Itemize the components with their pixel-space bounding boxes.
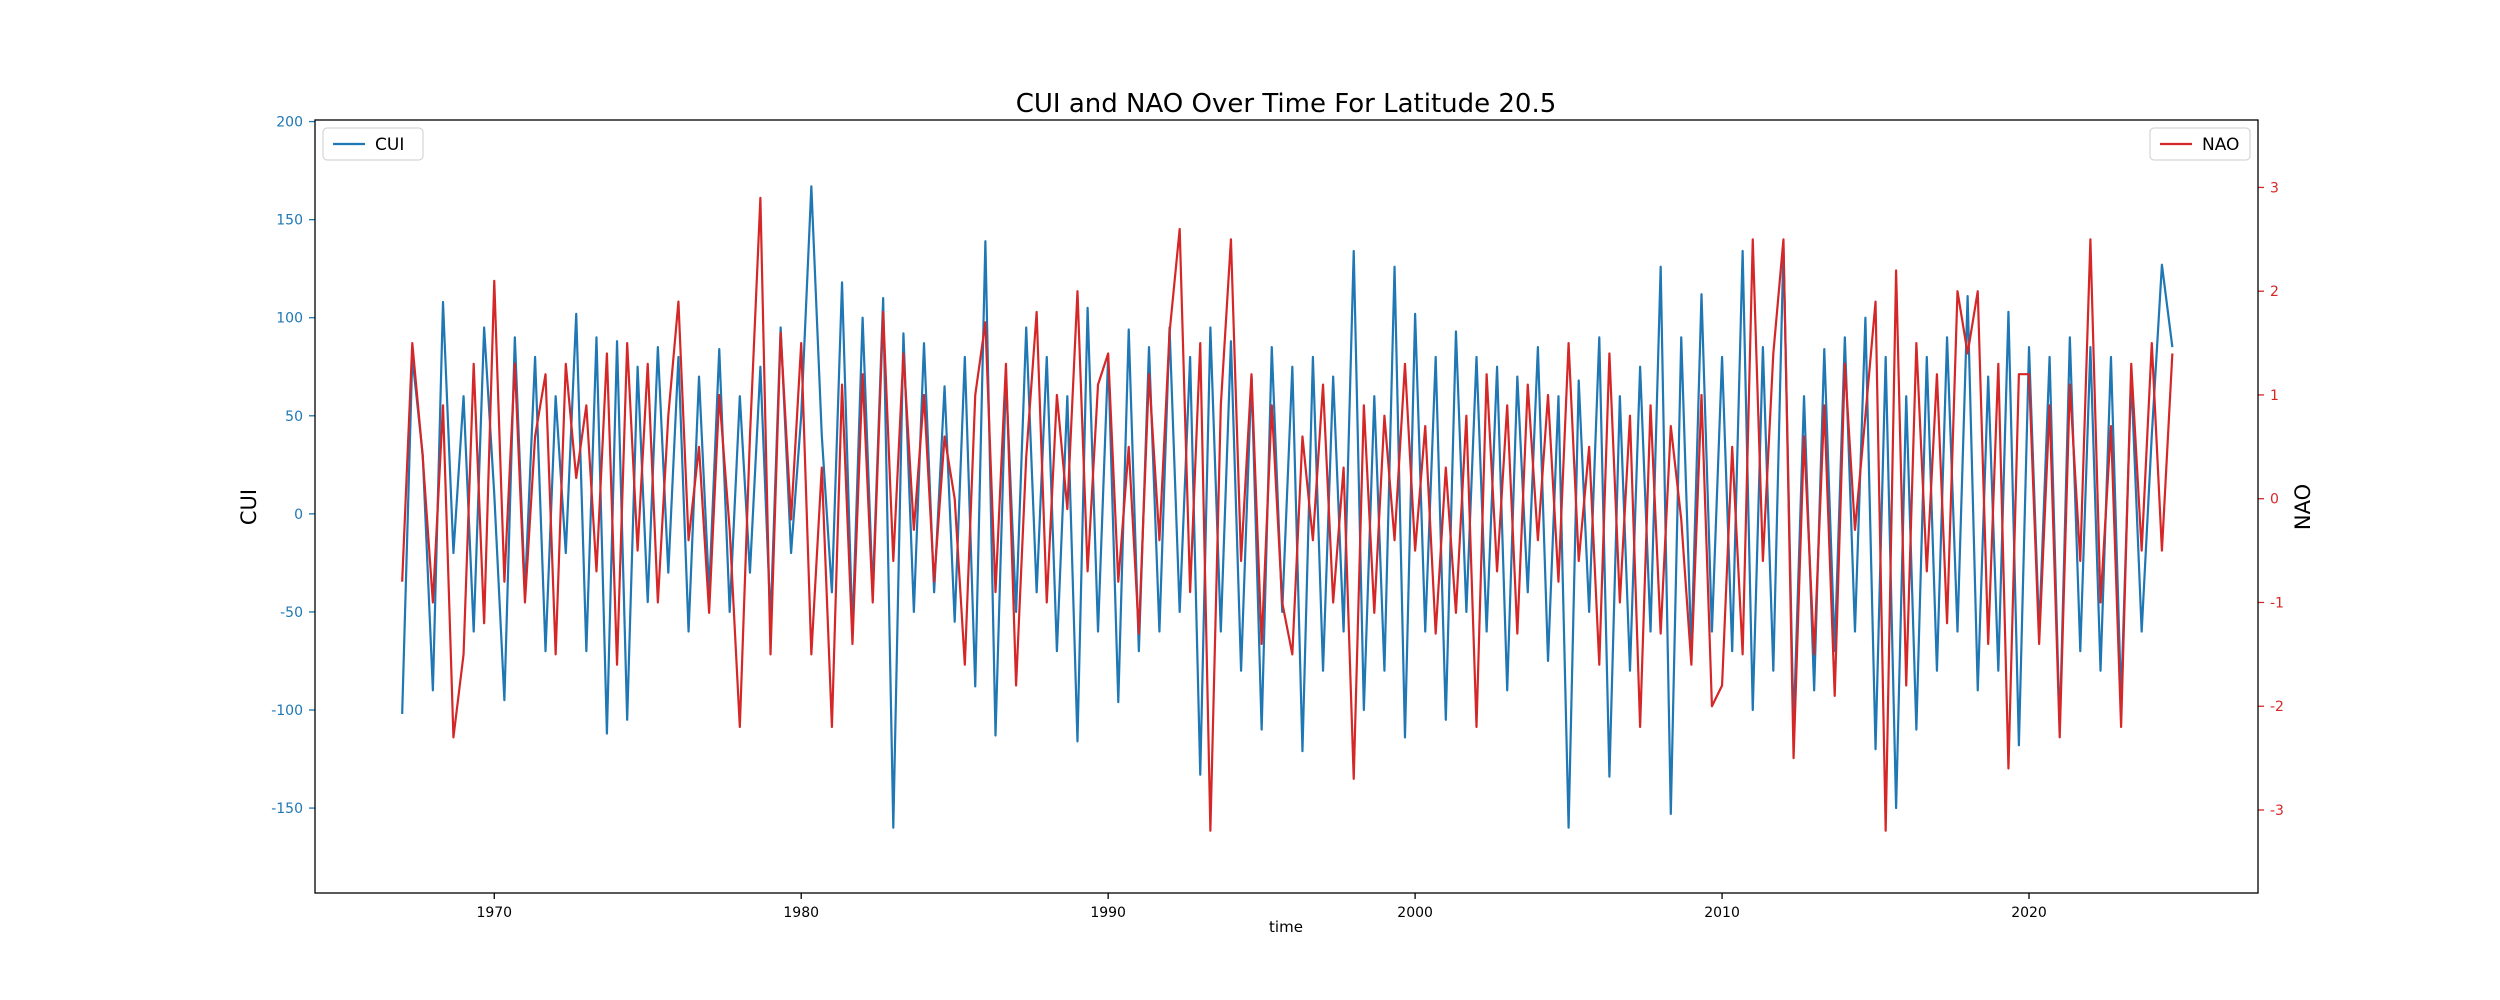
y2-tick-label: -2 — [2270, 699, 2284, 715]
data-line — [401, 185, 2174, 829]
y-tick-label: 150 — [276, 213, 303, 229]
x-tick-label: 1990 — [1090, 905, 1126, 921]
y-tick-label: -100 — [271, 703, 303, 719]
legend-box — [322, 127, 424, 161]
y-tick-label: 50 — [285, 409, 303, 425]
x-tick-label: 2010 — [1704, 905, 1740, 921]
y-tick-label: 100 — [276, 311, 303, 327]
y2-tick-label: 2 — [2270, 284, 2279, 300]
legend-label: CUI — [375, 135, 404, 155]
legend-label: NAO — [2202, 135, 2239, 155]
x-tick-label: 2020 — [2011, 905, 2047, 921]
y-tick-label: 200 — [276, 115, 303, 131]
x-tick-label: 1980 — [783, 905, 819, 921]
y-tick-label: 0 — [294, 507, 303, 523]
plot-frame — [314, 119, 2259, 894]
y2-tick-label: 1 — [2270, 388, 2279, 404]
y2-tick-label: -3 — [2270, 803, 2284, 819]
y2-tick-label: -1 — [2270, 595, 2284, 611]
legend: NAO — [2149, 127, 2251, 161]
x-axis-label: time — [1269, 918, 1303, 936]
y-tick-label: -50 — [280, 605, 303, 621]
y2-tick-label: 0 — [2270, 492, 2279, 508]
x-tick-label: 1970 — [476, 905, 512, 921]
y-tick-label: -150 — [271, 801, 303, 817]
y2-axis-label: NAO — [2291, 484, 2315, 530]
legend: CUI — [322, 127, 424, 161]
x-tick-label: 2000 — [1397, 905, 1433, 921]
y-axis-label: CUI — [237, 489, 261, 525]
legend-box — [2149, 127, 2251, 161]
chart-title: CUI and NAO Over Time For Latitude 20.5 — [1016, 89, 1557, 119]
y2-tick-label: 3 — [2270, 180, 2279, 196]
data-line — [401, 196, 2174, 832]
